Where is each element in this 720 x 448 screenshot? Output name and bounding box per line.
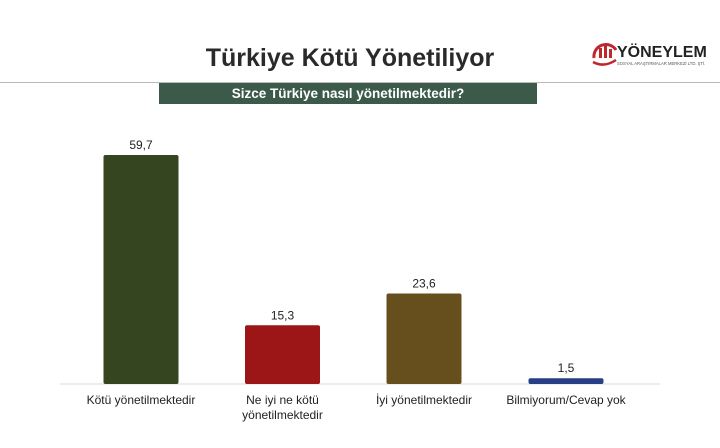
data-label: 15,3 [271, 308, 295, 322]
bar [245, 325, 320, 384]
data-label: 1,5 [558, 361, 575, 375]
svg-text:SOSYAL ARAŞTIRMALAR MERKEZİ LT: SOSYAL ARAŞTIRMALAR MERKEZİ LTD. ŞTİ. [617, 61, 705, 66]
page-title: Türkiye Kötü Yönetiliyor [205, 44, 495, 72]
category-label: Kötü yönetilmektedir [86, 393, 196, 407]
category-label: Bilmiyorum/Cevap yok [506, 393, 626, 407]
divider [0, 82, 720, 83]
data-label: 23,6 [412, 276, 436, 290]
data-label: 59,7 [129, 138, 153, 152]
bar [528, 378, 604, 384]
svg-text:YÖNEYLEM: YÖNEYLEM [617, 42, 707, 61]
bar [103, 155, 179, 384]
question-banner: Sizce Türkiye nasıl yönetilmektedir? [159, 83, 537, 104]
yoneylem-logo: YÖNEYLEM SOSYAL ARAŞTIRMALAR MERKEZİ LTD… [592, 42, 707, 66]
category-label: Ne iyi ne kötü yönetilmektedir [242, 393, 323, 422]
category-label: İyi yönetilmektedir [375, 393, 473, 407]
bar [386, 293, 462, 384]
